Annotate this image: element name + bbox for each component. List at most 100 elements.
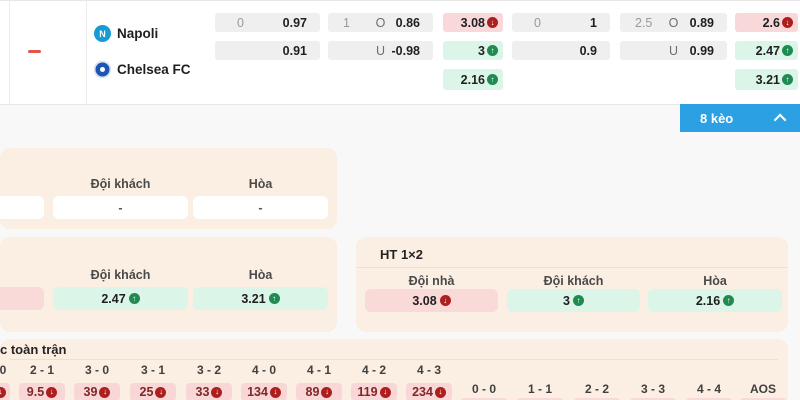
odds-price: 3 <box>563 293 570 308</box>
draw-odds-cell[interactable]: 2.16 ↑ <box>648 289 782 312</box>
handicap-cell[interactable]: 0 1 <box>512 13 610 32</box>
trend-up-icon: ↑ <box>128 293 140 304</box>
trend-down-icon: ↓ <box>99 386 111 398</box>
away-odds-cell[interactable]: 3 ↑ <box>507 289 640 312</box>
handicap-cell[interactable]: 0.91 <box>215 41 320 60</box>
away-team-name: Chelsea FC <box>117 62 191 77</box>
score-odds-cell-cut[interactable] <box>517 398 563 400</box>
odds-price: 0.97 <box>282 15 307 30</box>
market-card-1: Đội khách Hòa - - <box>0 148 337 229</box>
odds-price: 0.89 <box>689 15 714 30</box>
odds-price: 0.91 <box>282 43 307 58</box>
odds-cell-partial[interactable] <box>0 287 44 310</box>
odds-price: 33 <box>195 385 210 399</box>
score-label: 3 - 3 <box>640 382 665 396</box>
draw-odds-cell[interactable]: 2.16 ↑ <box>443 69 503 90</box>
handicap-value: 0 <box>237 15 244 30</box>
score-odds-cell[interactable]: 39 ↓ <box>74 383 120 400</box>
odds-price: 234 <box>412 385 433 399</box>
trend-up-icon: ↑ <box>268 293 280 304</box>
handicap-cell[interactable]: 0 0.97 <box>215 13 320 32</box>
draw-column-header: Hòa <box>248 177 273 191</box>
score-odds-cell-cut[interactable] <box>740 398 786 400</box>
trend-down-icon: ↓ <box>0 386 6 398</box>
odds-price: 25 <box>139 385 154 399</box>
score-odds-cell[interactable]: 234 ↓ <box>406 383 452 400</box>
under-cell[interactable]: U 0.99 <box>620 41 727 60</box>
odds-price: 2.47 <box>101 291 126 306</box>
under-cell[interactable]: U -0.98 <box>328 41 433 60</box>
odds-price: 2.6 <box>762 15 780 30</box>
over-cell[interactable]: 2.5 O 0.89 <box>620 13 727 32</box>
top-section-divider <box>0 104 800 105</box>
away-column-header: Đội khách <box>90 177 151 191</box>
trend-down-icon: ↓ <box>782 17 793 28</box>
odds-price: 3 <box>478 43 485 58</box>
draw-odds-cell[interactable]: 3.21 ↑ <box>193 287 328 310</box>
score-label: 0 - 0 <box>471 382 496 396</box>
trend-down-icon: ↓ <box>321 386 333 398</box>
score-odds-cell[interactable]: 25 ↓ <box>130 383 176 400</box>
chevron-up-icon <box>773 113 787 126</box>
over-label: O <box>375 15 386 30</box>
draw-odds-cell: - <box>193 196 328 219</box>
team-row-home[interactable]: N Napoli <box>94 25 158 42</box>
score-odds-cell[interactable]: 89 ↓ <box>296 383 342 400</box>
correct-score-title: c toàn trận <box>0 342 67 357</box>
draw-column-header: Hòa <box>703 274 727 288</box>
score-odds-cell-partial[interactable]: ↓ <box>0 383 10 400</box>
score-odds-cell-cut[interactable] <box>574 398 620 400</box>
score-label: 1 - 1 <box>527 382 552 396</box>
home-odds-cell[interactable]: 3.08 ↓ <box>443 13 503 32</box>
score-odds-cell-cut[interactable] <box>686 398 732 400</box>
trend-down-icon: ↓ <box>46 386 58 398</box>
correct-score-card: c toàn trận 0 ↓ 2 - 1 3 - 0 3 - 1 3 - 2 … <box>0 339 788 400</box>
score-odds-cell-cut[interactable] <box>461 398 507 400</box>
score-label: 4 - 3 <box>416 363 441 377</box>
ht-1x2-title: HT 1×2 <box>380 247 423 262</box>
trend-up-icon: ↑ <box>487 45 498 56</box>
score-odds-cell[interactable]: 33 ↓ <box>186 383 232 400</box>
over-cell[interactable]: 1 O 0.86 <box>328 13 433 32</box>
handicap-value: 2.5 <box>635 15 653 30</box>
odds-price: 3.08 <box>460 15 485 30</box>
away-odds-cell[interactable]: 2.47 ↑ <box>735 41 798 60</box>
score-odds-cell[interactable]: 119 ↓ <box>351 383 397 400</box>
score-label: 2 - 1 <box>29 363 54 377</box>
home-team-name: Napoli <box>117 26 159 41</box>
handicap-cell[interactable]: 0.9 <box>512 41 610 60</box>
trend-down-icon: ↓ <box>211 386 223 398</box>
score-label-partial: 0 <box>0 363 7 377</box>
trend-up-icon: ↑ <box>487 74 498 85</box>
away-odds-cell[interactable]: 3 ↑ <box>443 41 503 60</box>
score-label: 4 - 4 <box>696 382 721 396</box>
over-label: O <box>668 15 679 30</box>
home-odds-cell[interactable]: 3.08 ↓ <box>365 289 498 312</box>
odds-cell-partial <box>0 196 44 219</box>
odds-count-toggle-button[interactable]: 8 kèo <box>680 104 800 132</box>
score-label: 4 - 1 <box>306 363 331 377</box>
card-divider <box>10 359 778 360</box>
trend-up-icon: ↑ <box>572 295 584 306</box>
trend-down-icon: ↓ <box>379 386 391 398</box>
draw-odds-cell[interactable]: 3.21 ↑ <box>735 69 798 90</box>
away-odds-cell[interactable]: 2.47 ↑ <box>53 287 188 310</box>
score-label: AOS <box>749 382 776 396</box>
team-column-divider <box>86 1 87 104</box>
odds-price: 0.86 <box>395 15 420 30</box>
team-row-away[interactable]: Chelsea FC <box>94 61 191 78</box>
score-odds-cell-cut[interactable] <box>630 398 676 400</box>
score-label: 3 - 2 <box>196 363 221 377</box>
score-label: 2 - 2 <box>584 382 609 396</box>
score-label: 3 - 0 <box>84 363 109 377</box>
card-divider <box>356 267 788 268</box>
score-odds-cell[interactable]: 9.5 ↓ <box>19 383 65 400</box>
score-odds-cell[interactable]: 134 ↓ <box>241 383 287 400</box>
odds-price: 0.9 <box>579 43 597 58</box>
odds-price: 3.21 <box>241 291 266 306</box>
score-label: 4 - 0 <box>251 363 276 377</box>
odds-price: 89 <box>305 385 320 399</box>
home-odds-cell[interactable]: 2.6 ↓ <box>735 13 798 32</box>
live-indicator-dash <box>28 50 41 53</box>
